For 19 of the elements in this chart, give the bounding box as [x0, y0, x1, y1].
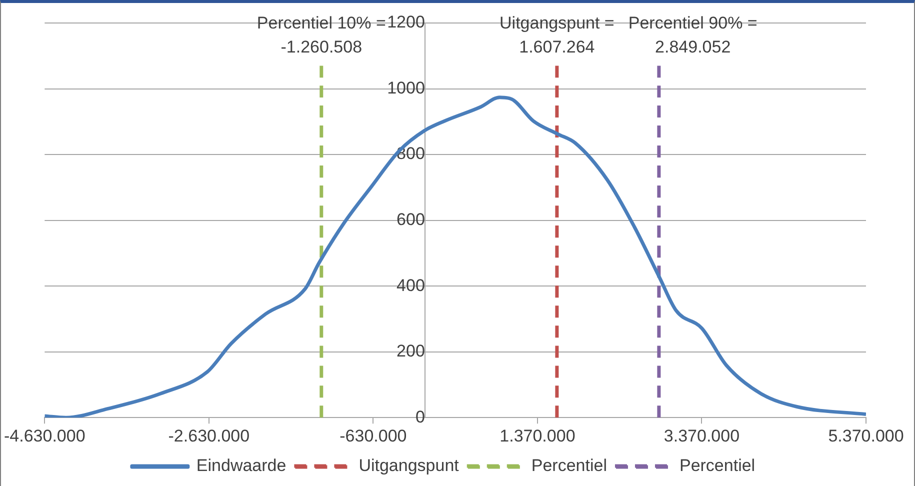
y-tick-label: 200 [396, 342, 425, 361]
y-tick-label: 0 [415, 407, 425, 426]
annotation: Uitgangspunt = 1.607.264 [500, 13, 614, 56]
x-tick-label: 1.370.000 [500, 426, 576, 446]
y-tick-label: 400 [396, 276, 425, 295]
annotation: Percentiel 10% = -1.260.508 [256, 13, 386, 56]
legend-label: Uitgangspunt [358, 456, 460, 476]
y-tick-label: 600 [396, 210, 425, 229]
legend-label: Eindwaarde [196, 456, 286, 476]
x-tick-label: 3.370.000 [664, 426, 740, 446]
legend-label: Percentiel [679, 456, 756, 476]
annotation: Percentiel 90% = 2.849.052 [628, 13, 758, 56]
x-tick-label: -630.000 [340, 426, 407, 446]
y-tick-label: 1200 [387, 12, 425, 32]
legend-label: Percentiel [531, 456, 607, 476]
y-tick-label: 1000 [387, 78, 425, 98]
x-tick-label: 5.370.000 [828, 426, 904, 446]
x-tick-label: -2.630.000 [168, 426, 250, 446]
x-tick-label: -4.630.000 [4, 426, 86, 446]
